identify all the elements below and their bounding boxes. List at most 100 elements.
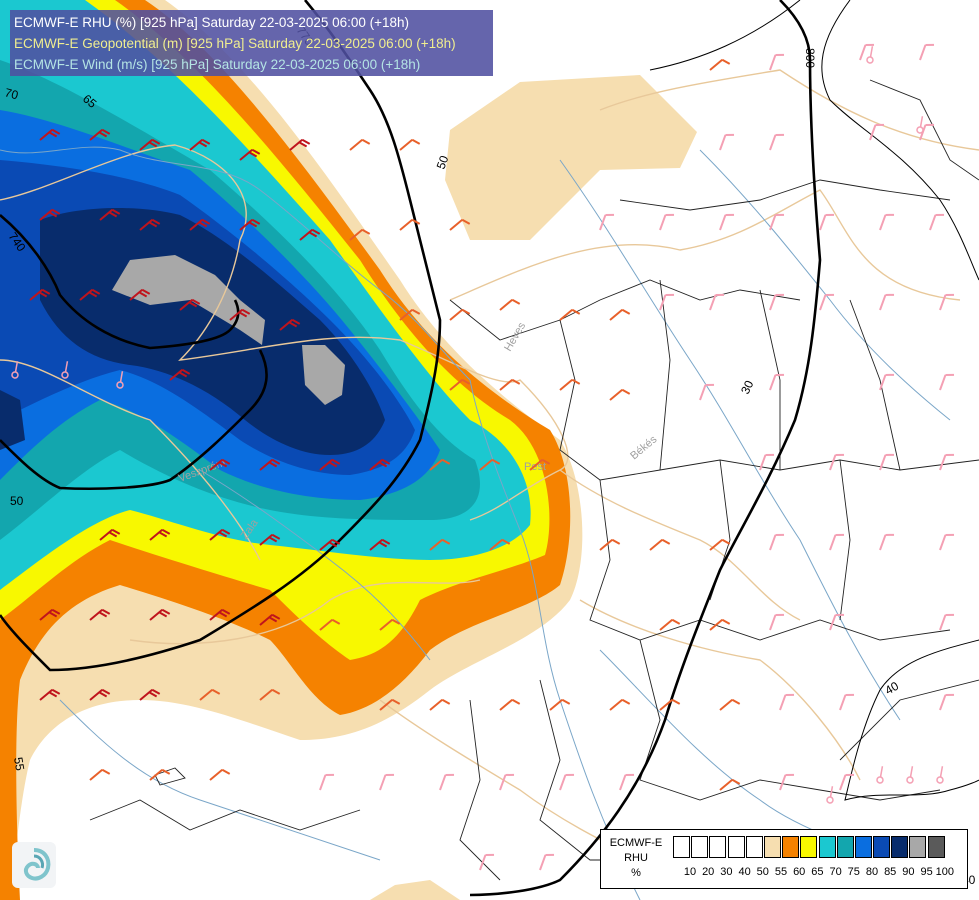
border-line [559, 469, 801, 621]
rhu-filled-contours [0, 0, 697, 900]
legend-tick: 55 [774, 866, 788, 878]
wind-barb [499, 773, 515, 791]
wind-barb [369, 458, 391, 471]
legend-swatch [691, 836, 709, 858]
title-line-rhu: ECMWF-E RHU (%) [925 hPa] Saturday 22-03… [14, 15, 410, 30]
wind-barb [769, 373, 785, 391]
rhu-band-95-b [302, 345, 345, 405]
wind-barb [259, 458, 281, 471]
wind-barb [29, 288, 51, 301]
wind-barb [499, 298, 521, 311]
wind-barb [479, 853, 495, 871]
wind-barb [659, 213, 675, 231]
wind-barb [369, 538, 391, 551]
wind-barb [319, 773, 335, 791]
wind-barb [299, 228, 321, 241]
wind-barbs [11, 43, 955, 871]
wind-barb [826, 786, 834, 804]
wind-barb [279, 318, 301, 331]
legend-swatch [836, 836, 854, 858]
legend-tick: 75 [847, 866, 860, 878]
wind-barb [399, 138, 421, 151]
region-outline [639, 639, 941, 801]
geopotential-contour-770 [0, 0, 442, 672]
wind-barb [319, 538, 341, 551]
wind-barb [499, 698, 521, 711]
wind-barb [39, 688, 61, 701]
wind-barb [619, 773, 635, 791]
geopotential-contours [0, 0, 822, 897]
geopotential-contour-740b [0, 349, 268, 491]
contour-label: 30 [738, 378, 756, 396]
wind-barb [919, 43, 935, 61]
wind-barb [839, 693, 855, 711]
border-line [0, 359, 261, 561]
wind-barb [659, 618, 681, 631]
border-line [579, 599, 861, 781]
river [559, 159, 901, 721]
legend-tick: 60 [793, 866, 806, 878]
legend-tick: 40 [738, 866, 751, 878]
place-label: Heves [502, 320, 528, 353]
wind-barb [39, 208, 61, 221]
wind-barb [939, 453, 955, 471]
wind-barb [649, 538, 671, 551]
river [0, 146, 471, 381]
wind-barb [719, 778, 741, 791]
geopotential-contour-740 [0, 214, 240, 350]
legend-swatch [909, 836, 927, 858]
wind-barb [719, 133, 735, 151]
river [59, 699, 381, 861]
wind-barb [709, 58, 731, 71]
wind-barb [709, 618, 731, 631]
contour-label: 50 [434, 153, 452, 171]
legend-tick: 85 [884, 866, 897, 878]
wind-barb [11, 361, 19, 379]
wind-barb [479, 458, 501, 471]
wind-barb [149, 768, 171, 781]
legend-swatch [673, 836, 690, 858]
wind-barb [116, 371, 124, 389]
contour-label: 55 [11, 756, 27, 772]
wind-barb [379, 773, 395, 791]
wind-barb [829, 453, 845, 471]
legend-swatch [891, 836, 909, 858]
contour-label: 50 [10, 494, 24, 508]
wind-barb [769, 533, 785, 551]
legend-swatch [873, 836, 891, 858]
wind-barb [829, 613, 845, 631]
wind-barb [199, 688, 221, 701]
wind-barb [559, 378, 581, 391]
wind-barb [936, 766, 944, 784]
wind-barb [169, 368, 191, 381]
wind-barb [89, 688, 111, 701]
rivers-and-borders [0, 69, 979, 900]
legend-label: ECMWF-E RHU % [605, 836, 667, 881]
wind-barb [209, 458, 231, 471]
river [199, 469, 431, 661]
wind-speed-contour [821, 0, 979, 281]
wind-barb [99, 208, 121, 221]
wind-barb [539, 853, 555, 871]
contour-label: 40 [883, 679, 902, 698]
region-outline [154, 767, 186, 786]
legend-swatch [745, 836, 763, 858]
contour-label: 800 [803, 48, 817, 68]
legend-tick: 30 [720, 866, 733, 878]
wind-barb [879, 293, 895, 311]
wind-barb [139, 218, 161, 231]
wind-barb [149, 608, 171, 621]
legend-label-line: % [631, 867, 641, 879]
region-outline [869, 79, 979, 181]
wind-barb [659, 698, 681, 711]
wind-barb [879, 453, 895, 471]
title-line-geopotential: ECMWF-E Geopotential (m) [925 hPa] Satur… [14, 36, 456, 51]
wind-barb [239, 218, 261, 231]
wind-barb [209, 608, 231, 621]
legend-swatch [818, 836, 836, 858]
wind-barb [829, 533, 845, 551]
wind-barb [189, 138, 211, 151]
wind-barb [349, 138, 371, 151]
geopotential-contours-thin [649, 0, 979, 801]
wind-barb [559, 308, 581, 321]
